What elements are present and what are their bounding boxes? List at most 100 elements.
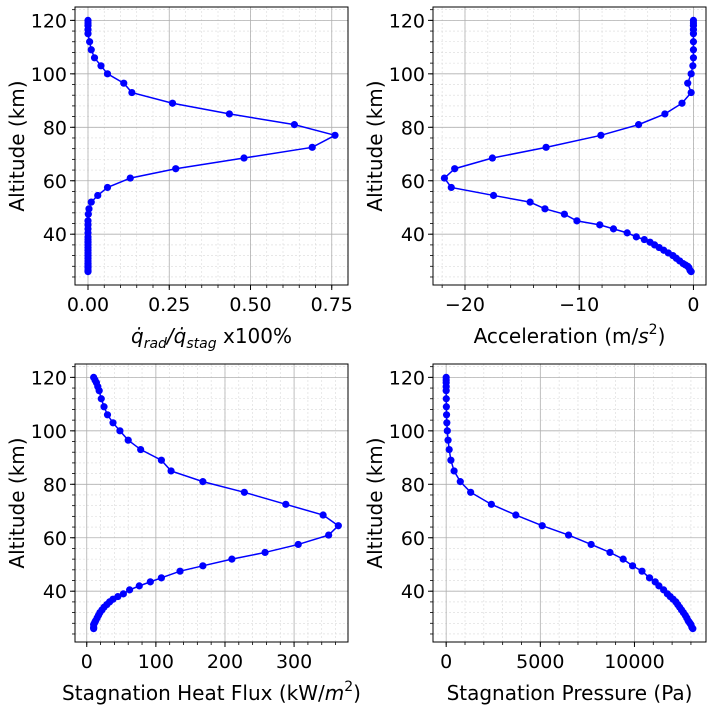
data-point [564, 531, 573, 539]
y-tick-label: 40 [43, 224, 67, 246]
data-point [319, 511, 327, 519]
x-axis-label-part: q̇ [131, 324, 144, 348]
minor-grid [75, 7, 348, 285]
data-point [450, 467, 458, 475]
x-axis-label-part: 2 [649, 322, 658, 338]
y-tick-label: 100 [389, 421, 425, 443]
data-point [619, 555, 627, 563]
data-point [135, 582, 143, 590]
axes-frame [432, 363, 707, 643]
x-axis-label-part: x100% [217, 324, 292, 348]
y-axis-label: Altitude (km) [363, 80, 387, 211]
y-tick-label: 120 [31, 367, 67, 389]
data-point [290, 121, 298, 129]
major-grid [75, 7, 348, 285]
data-point [689, 625, 697, 633]
data-point [97, 62, 105, 70]
axes-frame [432, 6, 707, 286]
data-point [623, 229, 631, 237]
data-point [103, 183, 112, 192]
y-tick-label: 60 [401, 171, 425, 193]
subplot-acc: −20 −10 0 40 60 80 100 120 Altitude (km) Accelera… [363, 6, 707, 348]
data-point [443, 419, 451, 427]
data-point [120, 79, 128, 87]
x-axis-label: Stagnation Heat Flux (kW/m2) [62, 679, 361, 705]
y-tick-label: 100 [31, 421, 67, 443]
data-point [442, 411, 451, 419]
x-axis-label: Acceleration (m/s2) [474, 322, 666, 348]
data-point [687, 88, 695, 97]
data-point [100, 403, 108, 411]
x-axis-label: Stagnation Pressure (Pa) [447, 681, 693, 705]
y-tick-label: 100 [389, 64, 425, 86]
data-point [689, 54, 698, 62]
data-point [87, 198, 95, 206]
data-point [538, 522, 546, 530]
data-point [294, 540, 302, 549]
x-axis-label-part: s [638, 324, 648, 348]
data-point [444, 436, 452, 444]
data-point [655, 582, 663, 590]
data-point [124, 436, 132, 444]
data-point [334, 522, 342, 530]
data-point [512, 511, 520, 519]
data-point [678, 99, 686, 107]
data-point [228, 555, 236, 563]
series-markers [90, 373, 342, 633]
data-point [199, 562, 207, 570]
data-point [172, 165, 180, 173]
data-point [157, 574, 165, 582]
data-point [146, 578, 154, 586]
data-point [628, 562, 637, 570]
x-axis-label-part: stag [186, 336, 216, 352]
y-tick-label: 40 [43, 581, 67, 603]
data-point [119, 590, 127, 598]
subplot-rad: 0.00 0.25 0.50 0.75 40 60 80 100 120 Altitude (km… [5, 6, 353, 352]
data-point [573, 217, 581, 225]
data-point [282, 500, 290, 508]
x-axis-label-part: ) [353, 681, 361, 705]
data-point [90, 625, 98, 633]
x-tick-label: 0.00 [67, 294, 109, 316]
data-point [199, 478, 207, 486]
data-point [447, 456, 455, 464]
x-axis-label-part: Acceleration (m/ [474, 324, 639, 348]
y-tick-label: 60 [43, 171, 67, 193]
x-axis-label-part: ) [658, 324, 666, 348]
subplot-press: 0 5000 10000 40 60 80 100 120 Altitude (km) Stagn… [363, 363, 707, 705]
data-point [225, 110, 233, 118]
data-point [157, 456, 165, 464]
data-point [87, 46, 95, 54]
minor-grid [433, 364, 706, 642]
series-markers [442, 373, 697, 633]
data-point [442, 387, 450, 395]
x-tick-label: 200 [207, 651, 243, 673]
data-point [542, 143, 550, 151]
x-axis-label-part: m [325, 681, 344, 705]
data-point [687, 268, 695, 276]
data-point [645, 574, 654, 582]
y-tick-label: 60 [43, 528, 67, 550]
y-tick-label: 120 [31, 10, 67, 32]
x-tick-label: 300 [276, 651, 312, 673]
data-point [84, 30, 92, 38]
data-point [103, 70, 112, 78]
x-axis-label-part: / [165, 324, 176, 348]
data-point [126, 174, 134, 182]
data-point [445, 445, 453, 454]
major-grid [433, 7, 706, 285]
data-point [167, 467, 175, 475]
major-grid [75, 364, 348, 642]
data-point [661, 110, 669, 118]
x-tick-label: 0 [440, 651, 452, 673]
data-point [456, 478, 464, 486]
data-point [90, 54, 99, 62]
y-tick-label: 120 [389, 367, 425, 389]
y-tick-label: 80 [43, 117, 67, 139]
data-point [467, 488, 475, 496]
y-axis-label: Altitude (km) [5, 80, 29, 211]
data-point [632, 233, 640, 241]
data-point [684, 79, 692, 87]
series-markers [440, 16, 698, 276]
